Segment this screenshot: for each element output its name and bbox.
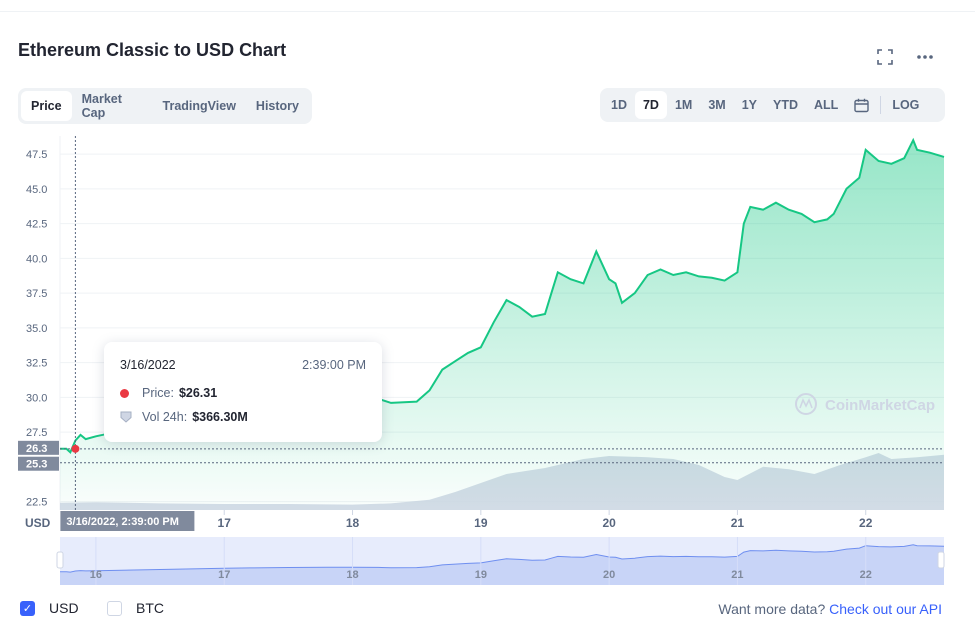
- tooltip-price-row: Price: $26.31: [120, 386, 217, 400]
- api-link[interactable]: Check out our API: [829, 601, 942, 617]
- price-area-fill: [60, 140, 944, 510]
- tab-tradingview[interactable]: TradingView: [162, 99, 236, 113]
- x-tick-label: 19: [474, 516, 488, 530]
- navigator-tick-label: 19: [475, 569, 487, 581]
- chart-tooltip: 3/16/2022 2:39:00 PM Price: $26.31 Vol 2…: [104, 342, 382, 442]
- log-toggle[interactable]: LOG: [892, 98, 920, 112]
- x-tick-label: 20: [602, 516, 616, 530]
- navigator-tick-label: 16: [90, 569, 102, 581]
- top-divider: [0, 11, 975, 12]
- navigator-left-handle[interactable]: [56, 551, 64, 569]
- tooltip-date: 3/16/2022: [120, 358, 176, 372]
- time-range-selector: 1D 7D 1M 3M 1Y YTD ALL LOG: [600, 88, 945, 122]
- tab-price[interactable]: Price: [21, 91, 72, 121]
- x-axis-currency-label: USD: [25, 516, 51, 530]
- chart-type-tabs: Price Market Cap TradingView History: [18, 88, 312, 124]
- navigator-tick-label: 18: [346, 569, 358, 581]
- x-tick-label: 18: [346, 516, 360, 530]
- range-divider: [880, 96, 882, 114]
- usd-toggle[interactable]: ✓ USD: [20, 600, 79, 616]
- x-tick-label: 17: [218, 516, 232, 530]
- y-tick-label: 40.0: [26, 253, 47, 265]
- secondary-marker: 25.3: [18, 456, 59, 471]
- tooltip-volume-label: Vol 24h:: [142, 410, 188, 424]
- x-tick-label: 21: [731, 516, 745, 530]
- range-3m[interactable]: 3M: [708, 98, 726, 112]
- y-tick-label: 22.5: [26, 497, 47, 509]
- btc-checkbox[interactable]: [107, 600, 122, 616]
- navigator[interactable]: 16 17 18 19 20 21 22: [56, 537, 945, 585]
- range-1y[interactable]: 1Y: [741, 98, 758, 112]
- y-tick-label: 35.0: [26, 323, 47, 335]
- range-1d[interactable]: 1D: [611, 98, 627, 112]
- y-tick-label: 32.5: [26, 358, 47, 370]
- x-tick-label: 22: [859, 516, 873, 530]
- tab-history[interactable]: History: [255, 99, 299, 113]
- btc-toggle[interactable]: BTC: [107, 600, 164, 616]
- price-marker-label: 26.3: [26, 443, 47, 455]
- btc-label: BTC: [136, 600, 164, 616]
- price-chart[interactable]: 47.5 45.0 42.5 40.0 37.5 35.0 32.5 30.0 27.5 22.5…: [0, 0, 975, 600]
- range-1m[interactable]: 1M: [674, 98, 693, 112]
- y-tick-label: 42.5: [26, 219, 47, 231]
- calendar-icon[interactable]: [846, 91, 877, 119]
- crosshair-date-label: 3/16/2022, 2:39:00 PM: [66, 516, 179, 528]
- range-all[interactable]: ALL: [814, 98, 839, 112]
- y-tick-label: 27.5: [26, 427, 47, 439]
- api-promo: Want more data? Check out our API: [718, 601, 942, 617]
- navigator-area: [60, 544, 944, 585]
- secondary-marker-label: 25.3: [26, 459, 47, 471]
- navigator-right-handle[interactable]: [937, 551, 945, 569]
- range-ytd[interactable]: YTD: [773, 98, 799, 112]
- tooltip-time: 2:39:00 PM: [302, 358, 366, 372]
- watermark-text: CoinMarketCap: [825, 397, 935, 414]
- tab-market-cap[interactable]: Market Cap: [81, 92, 122, 120]
- y-tick-label: 30.0: [26, 392, 47, 404]
- more-icon[interactable]: [914, 46, 936, 68]
- crosshair-price-dot: [71, 444, 80, 453]
- volume-shield-icon: [120, 411, 132, 423]
- usd-checkbox[interactable]: ✓: [20, 600, 35, 616]
- y-tick-label: 37.5: [26, 288, 47, 300]
- tooltip-price-value: $26.31: [178, 386, 218, 400]
- y-tick-label: 45.0: [26, 184, 47, 196]
- tooltip-volume-row: Vol 24h: $366.30M: [120, 410, 248, 424]
- usd-label: USD: [49, 600, 79, 616]
- crosshair-date-marker: 3/16/2022, 2:39:00 PM: [60, 511, 195, 531]
- price-dot-icon: [120, 388, 129, 398]
- navigator-tick-label: 22: [860, 569, 872, 581]
- y-tick-label: 47.5: [26, 149, 47, 161]
- navigator-tick-label: 20: [603, 569, 615, 581]
- navigator-tick-label: 21: [731, 569, 743, 581]
- fullscreen-icon[interactable]: [874, 46, 896, 68]
- navigator-tick-label: 17: [218, 569, 230, 581]
- tooltip-price-label: Price:: [142, 386, 174, 400]
- page-title: Ethereum Classic to USD Chart: [18, 40, 287, 60]
- coinmarketcap-watermark: CoinMarketCap: [795, 393, 935, 415]
- tooltip-volume-value: $366.30M: [192, 410, 248, 424]
- navigator-line: [60, 544, 945, 573]
- api-promo-text: Want more data?: [718, 601, 826, 617]
- price-marker: 26.3: [18, 440, 59, 455]
- range-7d[interactable]: 7D: [634, 91, 667, 119]
